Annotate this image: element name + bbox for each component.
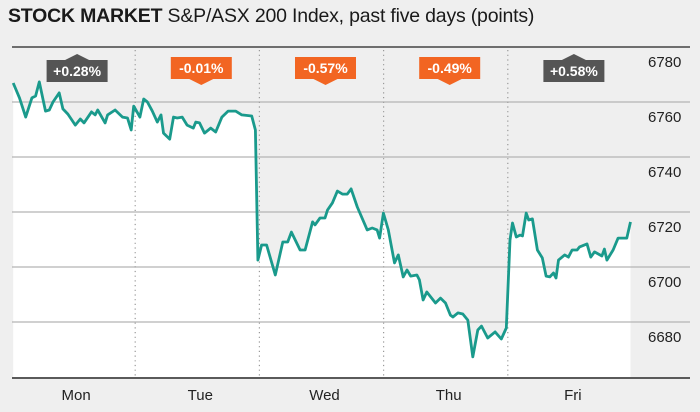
change-badge-fri: +0.58% (543, 54, 605, 82)
daily-change-badges: +0.28% -0.01% -0.57% -0.49% +0.58% (46, 54, 605, 85)
badge-up-arrow-shape (46, 54, 108, 82)
day-label: Thu (436, 387, 462, 404)
day-label: Fri (564, 387, 582, 404)
chart-title-bold: STOCK MARKET (8, 5, 163, 27)
badge-label: -0.01% (179, 60, 224, 76)
chart-title: STOCK MARKET S&P/ASX 200 Index, past fiv… (8, 5, 534, 28)
change-badge-tue: -0.01% (170, 57, 232, 85)
x-axis-labels: Mon Tue Wed Thu Fri (62, 387, 582, 404)
day-label: Wed (309, 387, 340, 404)
area-under-line (13, 81, 631, 378)
badge-label: -0.49% (428, 60, 473, 76)
y-tick-label: 6760 (648, 109, 681, 126)
badge-down-arrow-shape (419, 57, 481, 85)
badge-label: +0.28% (53, 63, 101, 79)
badge-down-arrow-shape (170, 57, 232, 85)
y-tick-label: 6720 (648, 219, 681, 236)
change-badge-mon: +0.28% (46, 54, 108, 82)
y-tick-label: 6780 (648, 54, 681, 71)
y-tick-label: 6700 (648, 274, 681, 291)
change-badge-thu: -0.49% (419, 57, 481, 85)
chart-title-rest: S&P/ASX 200 Index, past five days (point… (162, 5, 535, 27)
badge-up-arrow-shape (543, 54, 605, 82)
change-badge-wed: -0.57% (295, 57, 356, 85)
y-tick-label: 6740 (648, 164, 681, 181)
day-label: Tue (188, 387, 213, 404)
badge-label: -0.57% (303, 60, 348, 76)
area-fill (13, 81, 631, 378)
badge-label: +0.58% (550, 63, 598, 79)
day-label: Mon (62, 387, 91, 404)
badge-down-arrow-shape (295, 57, 356, 85)
y-axis-labels: 6780 6760 6740 6720 6700 6680 (648, 54, 681, 346)
gridlines (12, 46, 690, 379)
price-line-group (11, 80, 632, 359)
y-tick-label: 6680 (648, 329, 681, 346)
price-line (11, 80, 632, 359)
